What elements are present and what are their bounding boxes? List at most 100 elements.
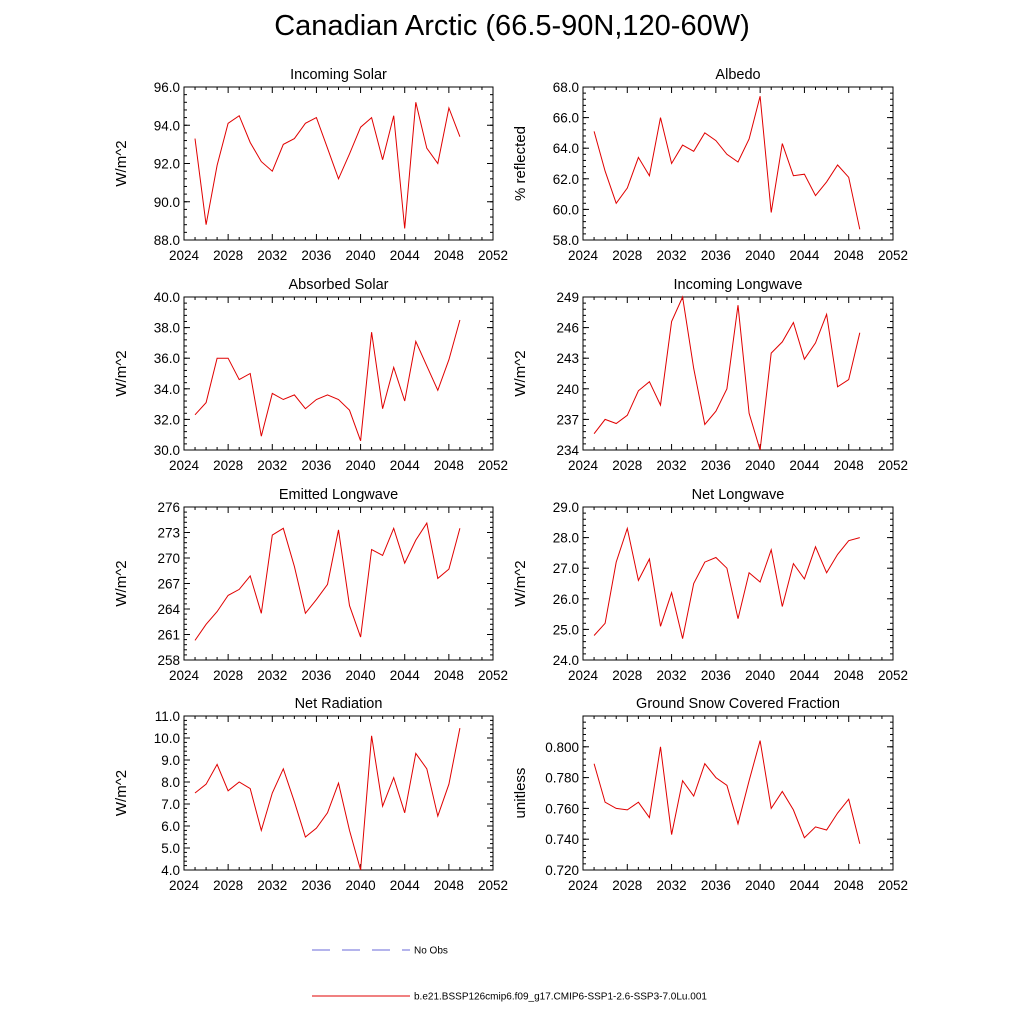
x-tick-label: 2048 — [834, 668, 864, 683]
x-tick-label: 2032 — [257, 668, 287, 683]
chart-panel: Emitted Longwave W/m^2 2024 2028 2032 2036 204… — [113, 487, 508, 683]
y-tick-label: 38.0 — [154, 321, 180, 336]
x-tick-label: 2040 — [745, 878, 775, 893]
y-tick-label: 0.800 — [545, 740, 579, 755]
y-tick-label: 9.0 — [161, 753, 180, 768]
y-tick-label: 8.0 — [161, 775, 180, 790]
x-tick-label: 2024 — [169, 878, 200, 893]
y-tick-label: 11.0 — [155, 709, 180, 724]
series-line — [593, 295, 861, 451]
x-tick-label: 2036 — [301, 668, 331, 683]
y-tick-label: 261 — [157, 628, 180, 643]
plot-frame — [582, 715, 894, 871]
y-tick-label: 276 — [157, 500, 180, 515]
chart-panel: Absorbed Solar W/m^2 2024 2028 2032 2036 2040 2… — [113, 277, 508, 473]
y-axis-label: W/m^2 — [113, 140, 130, 186]
x-tick-label: 2028 — [612, 458, 642, 473]
x-tick-label: 2040 — [745, 458, 775, 473]
series-line — [194, 728, 461, 871]
x-tick-label: 2036 — [301, 878, 331, 893]
x-tick-label: 2032 — [257, 458, 287, 473]
y-axis-label: unitless — [512, 768, 529, 819]
y-tick-label: 92.0 — [154, 157, 180, 172]
y-tick-label: 28.0 — [553, 531, 579, 546]
y-tick-label: 10.0 — [154, 731, 180, 746]
x-tick-label: 2028 — [612, 668, 642, 683]
y-axis-label: W/m^2 — [113, 350, 130, 396]
x-tick-label: 2032 — [657, 878, 687, 893]
y-tick-label: 0.760 — [545, 801, 579, 816]
y-tick-label: 273 — [157, 526, 180, 541]
x-tick-label: 2052 — [478, 458, 508, 473]
x-tick-label: 2036 — [701, 248, 731, 263]
panel-title: Incoming Solar — [290, 67, 387, 83]
y-axis-label: % reflected — [512, 126, 529, 201]
series-line — [194, 102, 461, 229]
figure-title: Canadian Arctic (66.5-90N,120-60W) — [274, 10, 750, 42]
panel-title: Incoming Longwave — [674, 277, 803, 293]
x-tick-label: 2024 — [169, 248, 200, 263]
x-tick-label: 2040 — [346, 878, 376, 893]
y-tick-label: 240 — [556, 382, 579, 397]
x-tick-label: 2040 — [745, 248, 775, 263]
y-tick-label: 88.0 — [154, 233, 180, 248]
y-tick-label: 27.0 — [553, 561, 579, 576]
x-tick-label: 2044 — [390, 668, 421, 683]
y-tick-label: 270 — [157, 551, 180, 566]
x-tick-label: 2028 — [213, 248, 243, 263]
y-tick-label: 90.0 — [154, 195, 180, 210]
plot-frame — [183, 296, 494, 451]
x-tick-label: 2040 — [346, 458, 376, 473]
x-tick-label: 2044 — [390, 248, 421, 263]
y-axis-label: W/m^2 — [512, 350, 529, 396]
y-tick-label: 267 — [157, 577, 180, 592]
y-tick-label: 249 — [556, 290, 579, 305]
plot-frame — [183, 715, 494, 871]
y-tick-label: 32.0 — [154, 412, 180, 427]
y-tick-label: 26.0 — [553, 592, 579, 607]
x-tick-label: 2048 — [434, 458, 464, 473]
x-tick-label: 2032 — [657, 248, 687, 263]
y-tick-label: 62.0 — [553, 172, 579, 187]
x-tick-label: 2032 — [257, 878, 287, 893]
panel-title: Albedo — [715, 67, 760, 83]
plot-frame — [582, 86, 894, 241]
x-tick-label: 2048 — [834, 248, 864, 263]
y-tick-label: 60.0 — [553, 202, 579, 217]
panel-title: Absorbed Solar — [289, 277, 389, 293]
y-tick-label: 24.0 — [553, 653, 579, 668]
y-tick-label: 237 — [556, 412, 579, 427]
x-tick-label: 2036 — [301, 248, 331, 263]
series-line — [593, 96, 861, 230]
x-tick-label: 2052 — [878, 878, 908, 893]
y-tick-label: 0.720 — [545, 863, 579, 878]
panel-title: Emitted Longwave — [279, 487, 398, 503]
x-tick-label: 2036 — [701, 878, 731, 893]
x-tick-label: 2044 — [390, 458, 421, 473]
x-tick-label: 2024 — [568, 248, 599, 263]
x-tick-label: 2052 — [478, 248, 508, 263]
x-tick-label: 2052 — [878, 248, 908, 263]
x-tick-label: 2028 — [612, 878, 642, 893]
x-tick-label: 2048 — [834, 458, 864, 473]
y-tick-label: 58.0 — [553, 233, 579, 248]
x-tick-label: 2024 — [169, 668, 200, 683]
x-tick-label: 2028 — [213, 668, 243, 683]
y-tick-label: 7.0 — [161, 797, 180, 812]
y-tick-label: 0.740 — [545, 832, 579, 847]
y-tick-label: 6.0 — [161, 819, 180, 834]
y-tick-label: 66.0 — [553, 111, 579, 126]
x-tick-label: 2052 — [478, 878, 508, 893]
x-tick-label: 2048 — [834, 878, 864, 893]
y-axis-label: W/m^2 — [113, 770, 130, 816]
y-tick-label: 258 — [157, 653, 180, 668]
y-axis-label: W/m^2 — [512, 560, 529, 606]
chart-panel: Albedo % reflected 2024 2028 2032 2036 2040 204… — [512, 67, 908, 263]
x-tick-label: 2052 — [878, 668, 908, 683]
series-line — [593, 740, 861, 844]
chart-panel: Net Longwave W/m^2 2024 2028 2032 2036 2040 204… — [512, 487, 908, 683]
y-tick-label: 64.0 — [553, 141, 579, 156]
y-tick-label: 4.0 — [161, 863, 180, 878]
x-tick-label: 2036 — [701, 458, 731, 473]
